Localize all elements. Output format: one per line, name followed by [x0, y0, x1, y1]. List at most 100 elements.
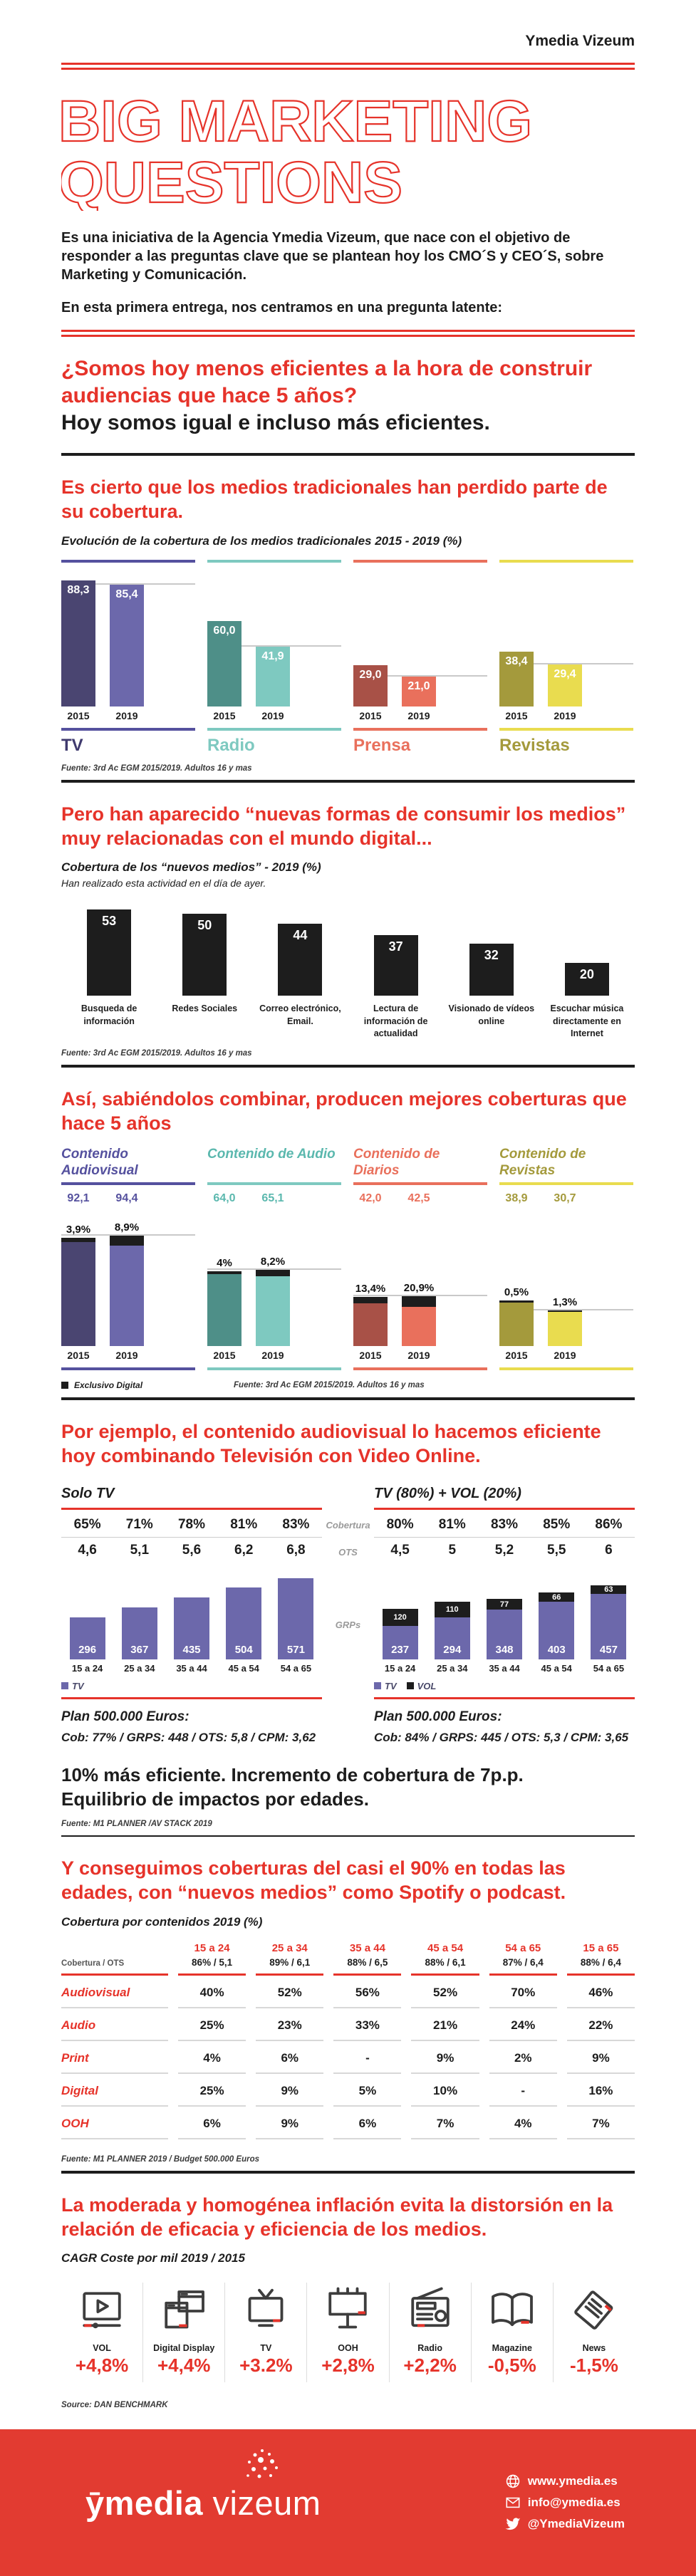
table-corner-cell: Cobertura / OTS	[61, 1942, 168, 1976]
section1-heading: Es cierto que los medios tradicionales h…	[61, 476, 608, 523]
tv-grp-value: 403	[547, 1643, 566, 1656]
grp-bar-area: 120 237 110 294 77 348 66 403 63 457	[374, 1568, 635, 1659]
content-group: Contenido Audiovisual 92,1 94,4 3,9% 8,9% 201…	[61, 1147, 195, 1371]
section1-chart-title: Evolución de la cobertura de los medios …	[61, 533, 462, 548]
section5-source: Fuente: M1 PLANNER 2019 / Budget 500.000…	[61, 2154, 259, 2164]
total-label: 65,1	[261, 1192, 284, 1205]
content-group: Contenido de Audio 64,0 65,1 4% 8,2% 2015 2019	[207, 1147, 341, 1371]
group-underline	[353, 1367, 487, 1371]
twitter-icon	[505, 2518, 521, 2530]
reference-line	[353, 674, 487, 677]
new-media-column: 44 Correo electrónico, Email.	[252, 904, 348, 1041]
email-link[interactable]: info@ymedia.es	[505, 2495, 625, 2510]
year-label: 2019	[407, 1350, 430, 1362]
tv-grp-value: 367	[130, 1643, 149, 1656]
table-cell: 23%	[256, 2008, 324, 2041]
content-group: Contenido de Revistas 38,9 30,7 0,5% 1,3% 201…	[499, 1147, 633, 1371]
tv-swatch	[61, 1682, 68, 1690]
exclusivo-digital-swatch	[61, 1382, 68, 1389]
ots-value: 5,1	[130, 1542, 150, 1558]
ots-value: 4,5	[390, 1542, 410, 1558]
cagr-media-row: VOL +4,8% Digital Display +4,4% TV +3.2% OOH +2…	[61, 2283, 635, 2383]
total-label: 38,9	[505, 1192, 528, 1205]
reference-line	[499, 1308, 633, 1310]
age-label: 45 a 54	[541, 1662, 572, 1674]
tv-swatch	[374, 1682, 381, 1690]
exclusivo-digital-cap	[353, 1297, 388, 1304]
table-row-label: Print	[61, 2041, 168, 2074]
age-label: 45 a 54	[228, 1662, 259, 1674]
table-cell: 9%	[256, 2074, 324, 2107]
new-media-column: 37 Lectura de información de actualidad	[348, 904, 444, 1041]
section6-chart-title: CAGR Coste por mil 2019 / 2015	[61, 2251, 245, 2265]
intro-lead-in: En esta primera entrega, nos centramos e…	[61, 300, 503, 316]
cagr-media-label: TV	[260, 2343, 272, 2354]
age-label: 54 a 65	[593, 1662, 625, 1674]
ots-axis-label: OTS	[338, 1546, 358, 1558]
bar-2015: 0,5%	[499, 1286, 534, 1347]
legend-label: VOL	[417, 1680, 437, 1691]
year-label: 2015	[359, 709, 382, 721]
total-label: 42,5	[407, 1192, 430, 1205]
website-link[interactable]: www.ymedia.es	[505, 2473, 625, 2489]
section6-source: Source: DAN BENCHMARK	[61, 2401, 168, 2410]
section2-chart-subtitle: Han realizado esta actividad en el día d…	[61, 877, 266, 890]
media-group: 38,4 29,4 2015 2019 Revistas	[499, 559, 633, 756]
newspaper-icon	[556, 2285, 632, 2340]
year-label: 2019	[261, 709, 284, 721]
bar-2015: 38,4	[499, 652, 534, 706]
table-cell: 7%	[411, 2107, 479, 2139]
media-group: 88,3 85,4 2015 2019 TV	[61, 559, 195, 756]
year-label: 2015	[505, 709, 528, 721]
bar-value-label: 88,3	[67, 584, 90, 597]
grp-bar: 504	[226, 1587, 262, 1659]
reference-line	[207, 1268, 341, 1270]
group-underline	[207, 1367, 341, 1371]
tv-icon	[228, 2285, 303, 2340]
age-range-header: 45 a 54	[427, 1941, 464, 1954]
logo-word-vizeum: vizeum	[212, 2483, 321, 2522]
section-divider	[61, 1064, 635, 1068]
section-divider	[61, 1835, 635, 1837]
table-header-cell: 45 a 54 88% / 6,1	[411, 1942, 479, 1976]
table-cell: 7%	[566, 2107, 635, 2139]
bar-value-label: 21,0	[407, 679, 430, 692]
group-underline	[207, 1182, 341, 1186]
group-title: Contenido de Revistas	[499, 1147, 586, 1178]
table-cell: 40%	[178, 1976, 246, 2008]
bar: 50	[182, 914, 227, 996]
solo-tv-plan-title: Plan 500.000 Euros:	[61, 1709, 189, 1724]
bar-value-label: 44	[293, 928, 308, 943]
browser-windows-icon	[146, 2285, 222, 2340]
legend: TV	[61, 1681, 322, 1691]
bar-2019: 8,9%	[110, 1221, 144, 1347]
tv-grp-value: 435	[182, 1643, 201, 1656]
age-range-header: 35 a 44	[349, 1941, 385, 1954]
group-underline	[499, 1367, 633, 1371]
bar-area: 13,4% 20,9%	[353, 1209, 487, 1347]
cobertura-value: 83%	[490, 1516, 519, 1532]
row-divider	[374, 1536, 635, 1538]
year-label: 2015	[213, 709, 236, 721]
bar-area: 3,9% 8,9%	[61, 1209, 195, 1347]
cobertura-value: 85%	[543, 1516, 571, 1532]
new-media-column: 32 Visionado de vídeos online	[444, 904, 539, 1041]
cobertura-value: 81%	[438, 1516, 466, 1532]
legend-label: TV	[385, 1680, 397, 1691]
twitter-link[interactable]: @YmediaVizeum	[505, 2516, 625, 2532]
age-label: 15 a 24	[384, 1662, 416, 1674]
content-group: Contenido de Diarios 42,0 42,5 13,4% 20,9% 20…	[353, 1147, 487, 1371]
cagr-media-label: OOH	[338, 2343, 358, 2354]
cagr-value: +2,8%	[321, 2355, 375, 2377]
cagr-item: News -1,5%	[552, 2283, 635, 2383]
vol-segment: 110	[434, 1602, 470, 1618]
digital-pct-label: 4%	[217, 1256, 232, 1269]
group-name: TV	[61, 735, 83, 755]
grp-bar: 367	[121, 1607, 157, 1659]
cobertura-ots-subheader: 86% / 5,1	[192, 1956, 233, 1968]
table-row-label: Audio	[61, 2008, 168, 2041]
panel-rule	[374, 1507, 635, 1510]
brand-name: Ymedia Vizeum	[525, 33, 635, 49]
cobertura-value: 80%	[386, 1516, 414, 1532]
bar-area: 29,0 21,0	[353, 573, 487, 706]
